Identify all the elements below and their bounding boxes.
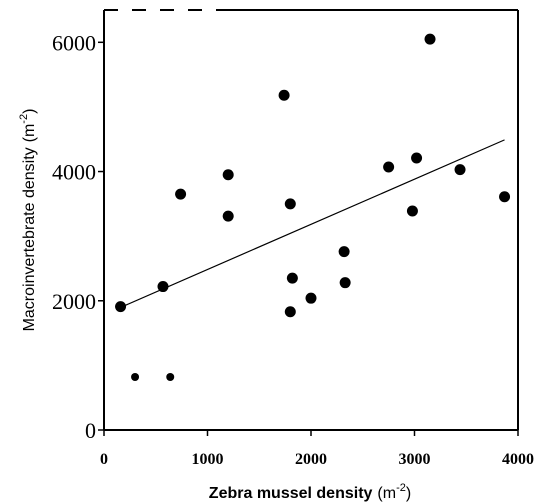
y-axis-title-unit: (m [21, 124, 38, 143]
data-point [454, 164, 466, 176]
data-point [305, 292, 317, 304]
data-point [222, 169, 234, 181]
data-point [131, 373, 140, 382]
x-axis-title-exponent: -2 [396, 482, 406, 494]
x-tick-label: 0 [100, 451, 108, 468]
data-point [175, 188, 187, 200]
data-point [222, 210, 234, 222]
data-points [115, 33, 511, 382]
data-point [411, 152, 423, 164]
x-tick-label: 1000 [192, 451, 224, 468]
x-axis-title-main: Zebra mussel density [209, 485, 373, 502]
data-point [157, 281, 169, 293]
x-tick-label: 4000 [502, 451, 534, 468]
x-axis-title-unit: (m [377, 485, 396, 502]
x-axis-title-close: ) [406, 485, 411, 502]
x-tick-label: 2000 [295, 451, 327, 468]
data-point [284, 306, 296, 318]
regression-line [119, 139, 505, 309]
y-tick-label: 0 [85, 418, 96, 443]
x-tick-label: 3000 [399, 451, 431, 468]
data-point [338, 246, 350, 258]
data-point [115, 301, 127, 313]
y-tick-label: 4000 [52, 160, 96, 185]
trend-layer [119, 139, 505, 309]
data-point [424, 33, 436, 45]
y-axis-title-close: ) [21, 109, 38, 114]
data-point [383, 161, 395, 173]
data-point [499, 191, 511, 203]
y-axis-title-exponent: -2 [18, 114, 30, 124]
data-point [286, 272, 298, 284]
y-axis-title-main: Macroinvertebrate density [21, 147, 38, 331]
y-tick-label: 6000 [52, 30, 96, 55]
y-tick-label: 2000 [52, 289, 96, 314]
data-point [166, 373, 175, 382]
y-axis-ticks: 0 2000 4000 6000 [52, 30, 104, 443]
x-axis-ticks: 0 1000 2000 3000 4000 [100, 430, 534, 468]
data-point [278, 89, 290, 101]
data-point [284, 198, 296, 210]
data-point [406, 205, 418, 217]
x-axis-title: Zebra mussel density (m-2) [209, 482, 411, 502]
y-axis-title: Macroinvertebrate density (m-2) [18, 109, 38, 332]
data-point [339, 277, 351, 289]
